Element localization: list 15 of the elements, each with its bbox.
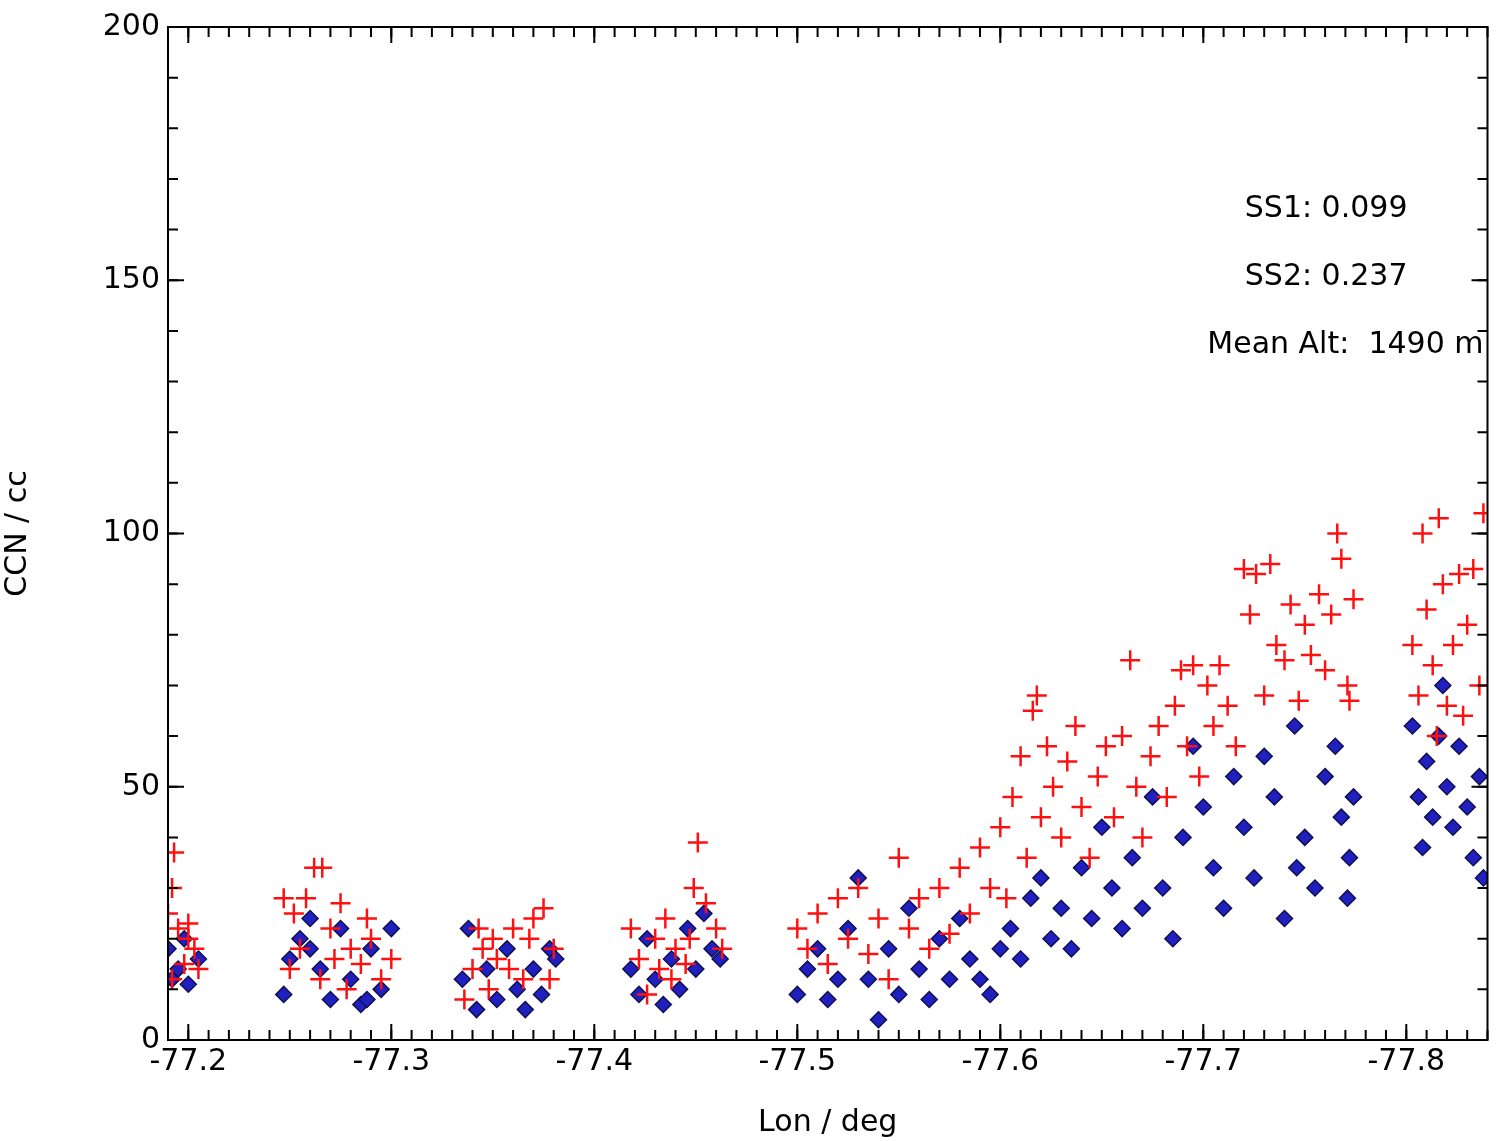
x-tick-label: -77.7 [1164, 1041, 1243, 1077]
annotation: SS1: 0.099 [1244, 188, 1408, 224]
x-tick-label: -77.8 [1367, 1041, 1446, 1077]
x-axis-title: Lon / deg [758, 1102, 898, 1138]
annotation: Mean Alt: 1490 m [1207, 324, 1484, 360]
x-tick-label: -77.5 [758, 1041, 837, 1077]
y-tick-label: 200 [102, 6, 160, 42]
y-axis-title: CCN / cc [0, 470, 33, 597]
x-tick-label: -77.3 [352, 1041, 431, 1077]
y-tick-label: 50 [121, 766, 160, 802]
x-tick-label: -77.4 [555, 1041, 634, 1077]
y-tick-label: 100 [102, 513, 160, 549]
y-tick-label: 150 [102, 260, 160, 296]
x-tick-label: -77.6 [961, 1041, 1040, 1077]
annotation: SS2: 0.237 [1244, 256, 1408, 292]
